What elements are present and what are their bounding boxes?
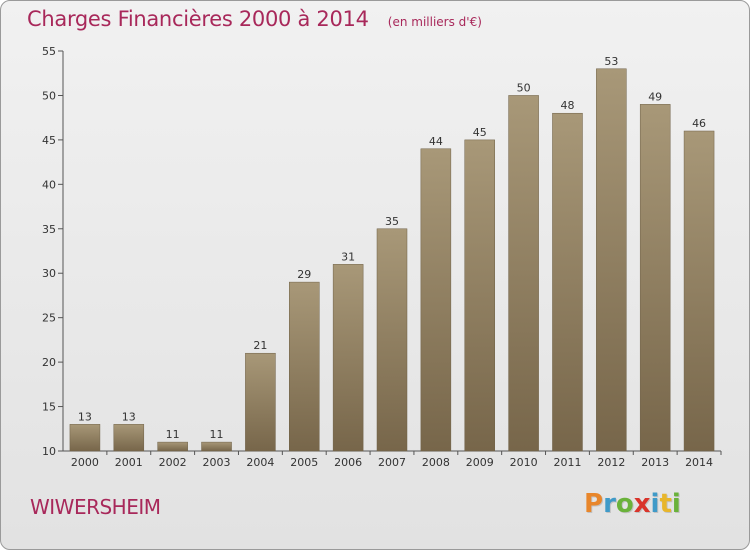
data-label: 35 [385,215,399,228]
bar [683,130,715,452]
title-row: Charges Financières 2000 à 2014 (en mill… [27,7,482,31]
x-tick-label: 2014 [685,456,713,469]
x-tick-label: 2006 [334,456,362,469]
y-tick-label: 30 [42,267,56,280]
bars: 13 13 11 11 21 29 31 35 44 45 50 48 53 49 46 [69,55,715,452]
y-tick-label: 20 [42,356,56,369]
x-tick-label: 2009 [466,456,494,469]
bar [639,104,671,452]
y-tick-label: 55 [42,45,56,58]
x-tick-label: 2007 [378,456,406,469]
data-label: 11 [210,428,224,441]
data-label: 11 [166,428,180,441]
y-tick-label: 15 [42,401,56,414]
x-tick-label: 2002 [159,456,187,469]
bar [464,139,495,452]
x-tick-label: 2000 [71,456,99,469]
brand-letter: i [650,489,660,519]
y-tick-label: 25 [42,312,56,325]
data-label: 46 [692,117,706,130]
x-tick-label: 2001 [115,456,143,469]
data-label: 45 [473,126,487,139]
x-tick-label: 2012 [597,456,625,469]
y-tick-label: 40 [42,178,56,191]
axes: 10 15 20 25 30 35 40 45 50 55 2000 2001 2002 2003 2004… [42,45,722,469]
brand-letter: r [603,489,616,519]
bar [420,148,452,452]
bar [113,424,145,452]
bar [332,264,364,452]
x-tick-label: 2013 [641,456,669,469]
data-label: 48 [560,99,574,112]
bar [376,228,408,452]
bar [508,95,539,452]
brand-logo: Proxiti [584,489,681,519]
data-label: 13 [122,410,136,423]
data-label: 49 [648,90,662,103]
data-label: 31 [341,250,355,263]
brand-letter: o [615,489,634,519]
bar [289,281,320,452]
brand-letter: P [584,489,604,519]
y-tick-label: 35 [42,223,56,236]
data-label: 21 [253,339,267,352]
y-tick-label: 50 [42,89,56,102]
y-tick-label: 10 [42,445,56,458]
city-name: WIWERSHEIM [30,495,161,519]
bar [69,424,101,452]
data-label: 44 [429,135,443,148]
brand-letter: t [659,489,672,519]
bar [596,68,627,452]
data-label: 13 [78,410,92,423]
data-label: 53 [604,55,618,68]
brand-letter: i [671,489,681,519]
y-tick-label: 45 [42,134,56,147]
x-tick-label: 2005 [290,456,318,469]
bar [245,352,276,452]
brand-letter: x [633,489,651,519]
chart-subtitle: (en milliers d'€) [387,15,482,29]
x-tick-label: 2010 [510,456,538,469]
data-label: 50 [517,81,531,94]
x-tick-label: 2011 [553,456,581,469]
x-tick-label: 2003 [203,456,231,469]
bar [552,112,583,452]
chart-title: Charges Financières 2000 à 2014 [27,7,369,31]
bar [157,441,188,452]
data-label: 29 [297,268,311,281]
bar [201,441,232,452]
x-tick-label: 2004 [246,456,274,469]
x-tick-label: 2008 [422,456,450,469]
